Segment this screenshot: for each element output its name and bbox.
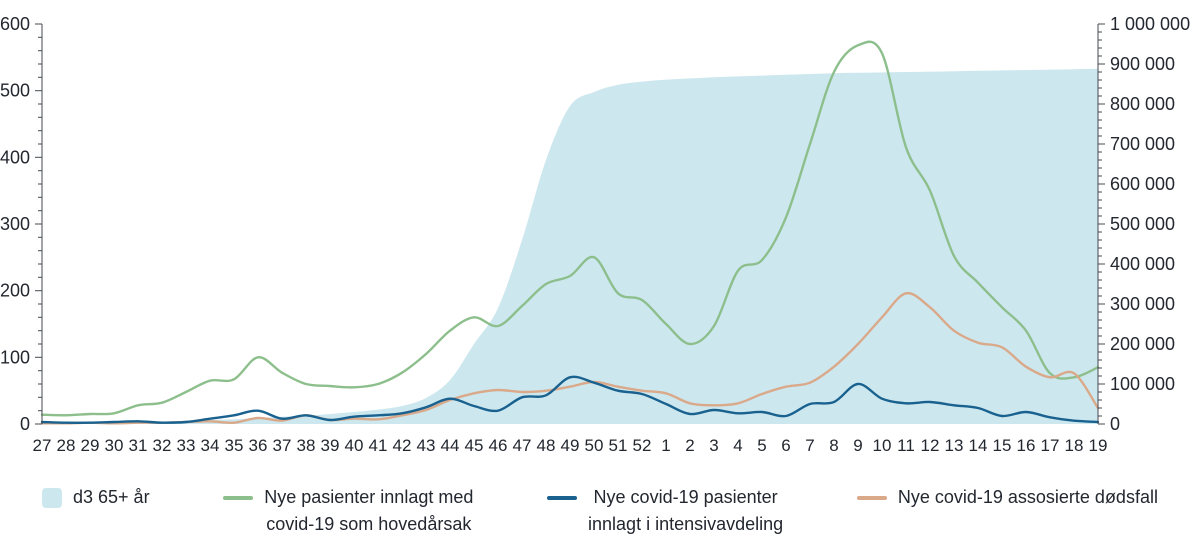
left-axis: 0 100 200 300 400 500 600 <box>0 14 43 434</box>
svg-text:37: 37 <box>273 436 292 455</box>
legend-text: Nye covid-19 assosierte dødsfall <box>898 484 1158 511</box>
svg-text:5: 5 <box>757 436 766 455</box>
x-axis-labels: 27 28 29 30 31 32 33 34 35 36 37 38 39 40 41 42 43 44 45 46… <box>33 436 1108 455</box>
svg-text:400 000: 400 000 <box>1110 254 1175 274</box>
legend-text: Nye pasienter innlagt med covid-19 som h… <box>264 484 473 538</box>
svg-text:600: 600 <box>0 14 30 34</box>
svg-text:38: 38 <box>297 436 316 455</box>
svg-text:40: 40 <box>345 436 364 455</box>
legend-label-line2: covid-19 som hovedårsak <box>266 514 472 534</box>
legend-text: Nye covid-19 pasienter innlagt i intensi… <box>588 484 783 538</box>
svg-text:29: 29 <box>81 436 100 455</box>
svg-text:8: 8 <box>829 436 838 455</box>
svg-text:51: 51 <box>609 436 628 455</box>
legend-label: d3 65+ år <box>73 487 150 507</box>
legend-text: d3 65+ år <box>73 484 150 511</box>
svg-text:1: 1 <box>661 436 670 455</box>
svg-text:4: 4 <box>733 436 742 455</box>
svg-text:500: 500 <box>0 81 30 101</box>
line-swatch-icon <box>223 496 254 500</box>
chart-legend: d3 65+ år Nye pasienter innlagt med covi… <box>0 484 1200 538</box>
legend-item-assosierte-dodsfall: Nye covid-19 assosierte dødsfall <box>856 484 1158 511</box>
svg-text:200 000: 200 000 <box>1110 334 1175 354</box>
svg-text:39: 39 <box>321 436 340 455</box>
chart-canvas: 0 100 200 300 400 500 600 0 100 000 200 000 300 00… <box>0 14 1190 455</box>
svg-text:2: 2 <box>685 436 694 455</box>
svg-text:11: 11 <box>897 436 915 455</box>
svg-text:41: 41 <box>369 436 388 455</box>
svg-text:100: 100 <box>0 347 30 367</box>
svg-text:13: 13 <box>945 436 964 455</box>
legend-label-line1: Nye covid-19 pasienter <box>593 487 778 507</box>
svg-text:6: 6 <box>781 436 790 455</box>
svg-text:1 000 000: 1 000 000 <box>1110 14 1190 34</box>
svg-text:50: 50 <box>585 436 604 455</box>
svg-text:10: 10 <box>873 436 892 455</box>
svg-text:7: 7 <box>805 436 814 455</box>
svg-text:35: 35 <box>225 436 244 455</box>
svg-text:0: 0 <box>1110 414 1120 434</box>
svg-text:28: 28 <box>57 436 76 455</box>
svg-text:45: 45 <box>465 436 484 455</box>
svg-text:18: 18 <box>1065 436 1084 455</box>
legend-label-line2: innlagt i intensivavdeling <box>588 514 784 534</box>
svg-text:3: 3 <box>709 436 718 455</box>
svg-text:700 000: 700 000 <box>1110 134 1175 154</box>
svg-text:42: 42 <box>393 436 412 455</box>
svg-text:400: 400 <box>0 147 30 167</box>
svg-text:0: 0 <box>20 414 30 434</box>
svg-text:14: 14 <box>969 436 988 455</box>
svg-text:52: 52 <box>633 436 652 455</box>
svg-text:49: 49 <box>561 436 580 455</box>
svg-text:100 000: 100 000 <box>1110 374 1175 394</box>
svg-text:34: 34 <box>201 436 220 455</box>
line-series-assosierte-dodsfall <box>40 291 1100 425</box>
svg-text:32: 32 <box>153 436 172 455</box>
svg-text:30: 30 <box>105 436 124 455</box>
line-swatch-icon <box>547 496 578 500</box>
svg-text:31: 31 <box>129 436 148 455</box>
svg-text:300 000: 300 000 <box>1110 294 1175 314</box>
svg-text:16: 16 <box>1017 436 1036 455</box>
svg-text:46: 46 <box>489 436 508 455</box>
svg-text:47: 47 <box>513 436 532 455</box>
svg-text:500 000: 500 000 <box>1110 214 1175 234</box>
svg-text:17: 17 <box>1041 436 1060 455</box>
area-series-d3-65-ar <box>42 68 1098 425</box>
legend-label: Nye covid-19 assosierte dødsfall <box>897 487 1158 507</box>
svg-text:12: 12 <box>921 436 940 455</box>
right-axis: 0 100 000 200 000 300 000 400 000 500 000 600 … <box>1097 14 1190 434</box>
svg-text:200: 200 <box>0 281 30 301</box>
svg-text:900 000: 900 000 <box>1110 54 1175 74</box>
svg-text:800 000: 800 000 <box>1110 94 1175 114</box>
svg-text:48: 48 <box>537 436 556 455</box>
legend-item-innlagt-intensiv: Nye covid-19 pasienter innlagt i intensi… <box>547 484 783 538</box>
svg-text:9: 9 <box>853 436 862 455</box>
line-series-innlagt-hovedarsak <box>40 40 1100 417</box>
svg-text:33: 33 <box>177 436 196 455</box>
svg-text:43: 43 <box>417 436 436 455</box>
svg-text:27: 27 <box>33 436 52 455</box>
line-swatch-icon <box>856 496 887 500</box>
svg-text:36: 36 <box>249 436 268 455</box>
svg-text:44: 44 <box>441 436 460 455</box>
svg-text:15: 15 <box>993 436 1012 455</box>
area-swatch-icon <box>42 488 62 508</box>
svg-text:600 000: 600 000 <box>1110 174 1175 194</box>
line-series-innlagt-intensiv <box>40 375 1100 424</box>
svg-text:19: 19 <box>1089 436 1108 455</box>
legend-label-line1: Nye pasienter innlagt med <box>264 487 474 507</box>
legend-item-d3-65: d3 65+ år <box>42 484 150 511</box>
svg-text:300: 300 <box>0 214 30 234</box>
legend-item-innlagt-hovedarsak: Nye pasienter innlagt med covid-19 som h… <box>223 484 473 538</box>
